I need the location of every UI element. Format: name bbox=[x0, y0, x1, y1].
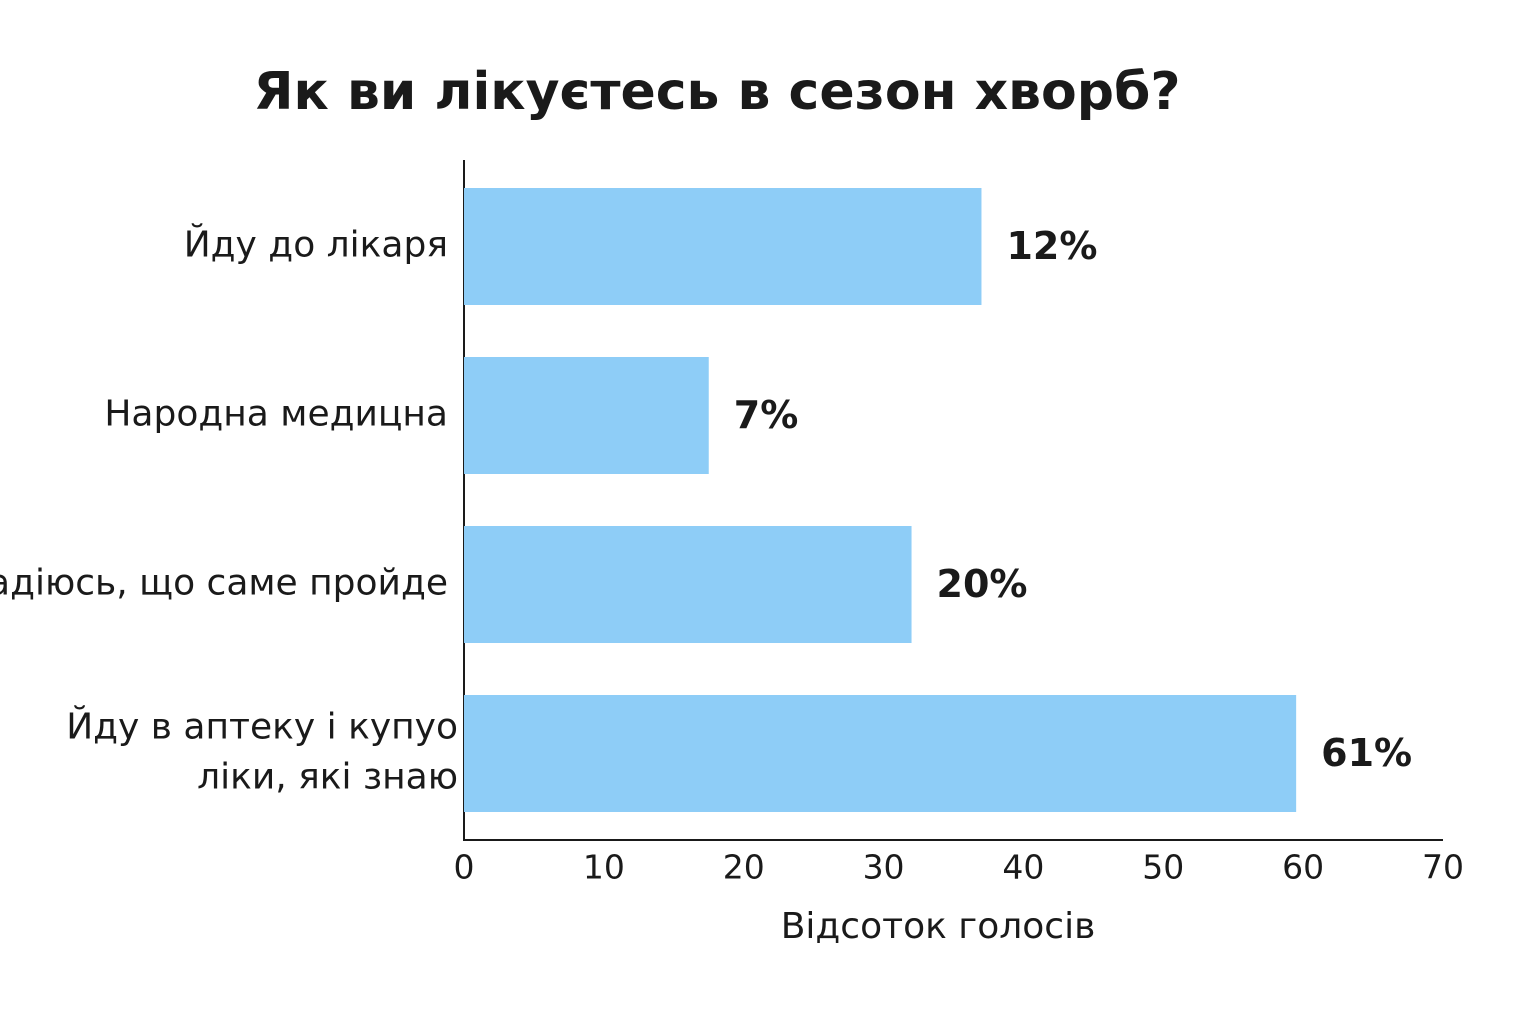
x-axis-title: Відсоток голосів bbox=[781, 906, 1096, 947]
bar bbox=[464, 695, 1297, 812]
bar bbox=[464, 357, 709, 474]
data-label: 12% bbox=[1006, 224, 1097, 268]
y-tick-label: Йду в аптеку і купуо ліки, які знаю bbox=[66, 706, 458, 798]
bar bbox=[464, 188, 982, 305]
x-tick-label: 60 bbox=[1282, 848, 1324, 887]
x-tick-label: 70 bbox=[1422, 848, 1464, 887]
bar bbox=[464, 526, 912, 643]
label-line: ліки, які знаю bbox=[197, 757, 458, 798]
x-tick-label: 20 bbox=[723, 848, 765, 887]
data-label: 7% bbox=[734, 393, 799, 437]
x-tick-label: 40 bbox=[1002, 848, 1044, 887]
y-tick-label: Йду до лікаря bbox=[184, 224, 448, 266]
y-tick-label: Надіюсь, що саме пройде bbox=[0, 563, 448, 604]
label-line: Йду в аптеку і купуо bbox=[66, 706, 458, 748]
x-tick-label: 30 bbox=[863, 848, 905, 887]
data-label: 20% bbox=[937, 562, 1028, 606]
x-tick-label: 50 bbox=[1142, 848, 1184, 887]
x-tick-label: 10 bbox=[583, 848, 625, 887]
data-label: 61% bbox=[1321, 731, 1412, 775]
chart-title: Як ви лікуєтесь в сезон хворб? bbox=[254, 62, 1181, 122]
x-tick-label: 0 bbox=[454, 848, 475, 887]
y-tick-label: Народна медицна bbox=[104, 394, 448, 435]
